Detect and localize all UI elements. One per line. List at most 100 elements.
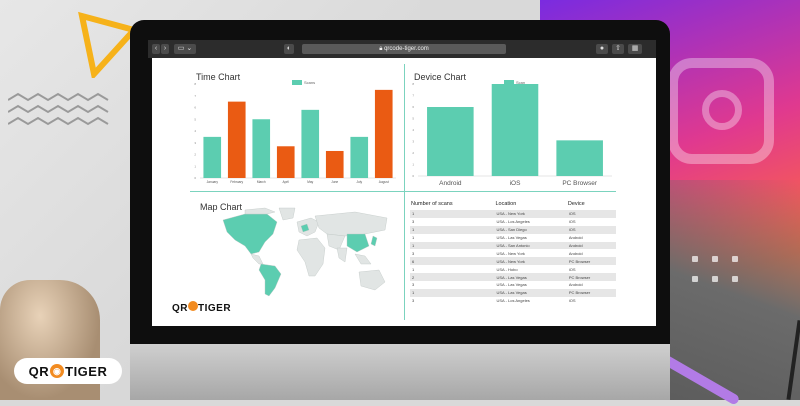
table-row: 1 USA - Hobo iOS [410, 265, 616, 273]
table-body: 1 USA - New York iOS 3 USA - Los Angeles iOS 1… [410, 210, 616, 305]
table-row: 1 USA - Las Vegas Android [410, 234, 616, 242]
chart-bar [556, 140, 603, 176]
device-cell: iOS [566, 210, 616, 218]
horizontal-divider [190, 191, 616, 192]
table-row: 3 USA - Los Angeles iOS [410, 218, 616, 226]
y-tick-label: 4 [412, 128, 414, 132]
table-row: 3 USA - New York Android [410, 249, 616, 257]
device-chart: 8 7 6 5 4 3 2 1 0 Android iOS PC Browser [412, 82, 612, 187]
location-cell: USA - Hobo [496, 266, 518, 272]
map-chart-title: Map Chart [200, 202, 243, 212]
triangle-decoration [78, 11, 138, 78]
dot-grid-decoration [692, 256, 738, 282]
chart-bar [301, 109, 320, 178]
brand-badge: QR ◉ TIGER [14, 358, 122, 384]
tabs-icon[interactable]: ▦ [628, 44, 642, 54]
y-tick-label: 2 [194, 153, 196, 157]
scan-count-cell: 3 [412, 298, 415, 304]
table-row: 6 USA - New York PC Browser [410, 257, 616, 266]
time-chart-title: Time Chart [196, 72, 241, 82]
table-row: 2 USA - Las Vegas PC Browser [410, 273, 616, 282]
device-chart-title: Device Chart [414, 72, 467, 82]
browser-toolbar: ‹ › ▭ ⌄ ◐ 🔒︎ qrcode-tiger.com ● ⇧ ▦ [148, 40, 656, 58]
logo-left-text: QR [172, 303, 188, 314]
world-map [222, 207, 388, 297]
x-tick-label: July [356, 180, 362, 184]
x-tick-label: Android [439, 180, 462, 187]
device-chart-legend: Scan [504, 80, 525, 85]
scan-count-cell: 2 [410, 273, 495, 282]
x-tick-label: August [379, 180, 389, 184]
instagram-lens-icon [702, 90, 742, 130]
device-cell: Android [568, 250, 583, 256]
sidebar-toggle-button[interactable]: ▭ ⌄ [174, 44, 196, 54]
chart-bar [374, 89, 393, 178]
x-tick-label: April [283, 180, 290, 184]
device-cell: PC Browser [566, 257, 616, 266]
x-tick-label: January [207, 180, 219, 184]
column-header: Device [567, 201, 585, 207]
x-tick-label: iOS [510, 180, 522, 187]
device-cell: iOS [568, 266, 576, 272]
device-cell: Android [566, 241, 616, 250]
share-icon[interactable]: ⇧ [612, 44, 624, 54]
forward-button[interactable]: › [161, 44, 169, 54]
location-cell: USA - New York [494, 257, 567, 266]
scan-count-cell: 3 [412, 219, 415, 225]
table-row: 3 USA - Las Vegas Android [410, 281, 616, 289]
tiger-icon [188, 301, 198, 311]
x-tick-label: June [331, 180, 338, 184]
device-cell: PC Browser [566, 273, 616, 282]
device-cell: iOS [568, 298, 576, 304]
back-button[interactable]: ‹ [152, 44, 160, 54]
location-cell: USA - Las Vegas [496, 235, 527, 241]
table-row: 3 USA - Los Angeles iOS [410, 297, 616, 305]
tiger-icon: ◉ [50, 364, 65, 378]
chart-bar [350, 136, 369, 178]
zigzag-decoration [8, 92, 109, 126]
device-cell: Android [568, 282, 583, 288]
location-cell: USA - Las Vegas [496, 282, 527, 288]
y-tick-label: 7 [194, 94, 196, 98]
location-cell: USA - San Antonio [494, 241, 567, 250]
location-cell: USA - Las Vegas [494, 288, 567, 297]
y-tick-label: 7 [412, 94, 414, 98]
x-tick-label: March [257, 180, 266, 184]
chart-bar [227, 101, 246, 178]
y-tick-label: 1 [412, 163, 414, 167]
time-chart-legend: Scans [292, 80, 315, 85]
brand-badge-right: TIGER [65, 363, 108, 379]
y-tick-label: 1 [194, 164, 196, 168]
legend-label: Scans [304, 80, 316, 85]
chart-bar [203, 136, 222, 178]
x-tick-label: May [307, 180, 313, 184]
logo-right-text: TIGER [198, 303, 232, 314]
y-tick-label: 5 [412, 117, 414, 121]
scan-count-cell: 1 [410, 241, 495, 250]
y-tick-label: 8 [412, 82, 414, 86]
device-cell: iOS [568, 219, 576, 225]
chart-bar [325, 150, 344, 178]
table-row: 1 USA - New York iOS [410, 210, 616, 218]
y-tick-label: 5 [194, 117, 196, 121]
scan-count-cell: 1 [412, 235, 415, 241]
y-tick-label: 0 [194, 176, 196, 180]
location-cell: USA - San Diego [494, 225, 567, 234]
column-header: Number of scans [411, 201, 453, 207]
location-cell: USA - Las Vegas [494, 273, 567, 282]
y-tick-label: 6 [194, 106, 196, 110]
table-header-row: Number of scans Location Device [410, 198, 616, 210]
legend-label: Scan [516, 80, 526, 85]
instagram-icon [668, 58, 774, 164]
scan-count-cell: 3 [412, 250, 415, 256]
y-tick-label: 8 [194, 82, 196, 86]
url-text: qrcode-tiger.com [384, 46, 429, 52]
info-icon[interactable]: ● [596, 44, 608, 54]
scan-count-cell: 1 [410, 225, 495, 234]
y-tick-label: 6 [412, 105, 414, 109]
scan-count-cell: 6 [410, 257, 495, 266]
privacy-icon[interactable]: ◐ [284, 44, 294, 54]
address-bar[interactable]: 🔒︎ qrcode-tiger.com [302, 44, 506, 54]
table-row: 1 USA - San Diego iOS [410, 225, 616, 234]
table-row: 1 USA - Las Vegas PC Browser [410, 288, 616, 297]
